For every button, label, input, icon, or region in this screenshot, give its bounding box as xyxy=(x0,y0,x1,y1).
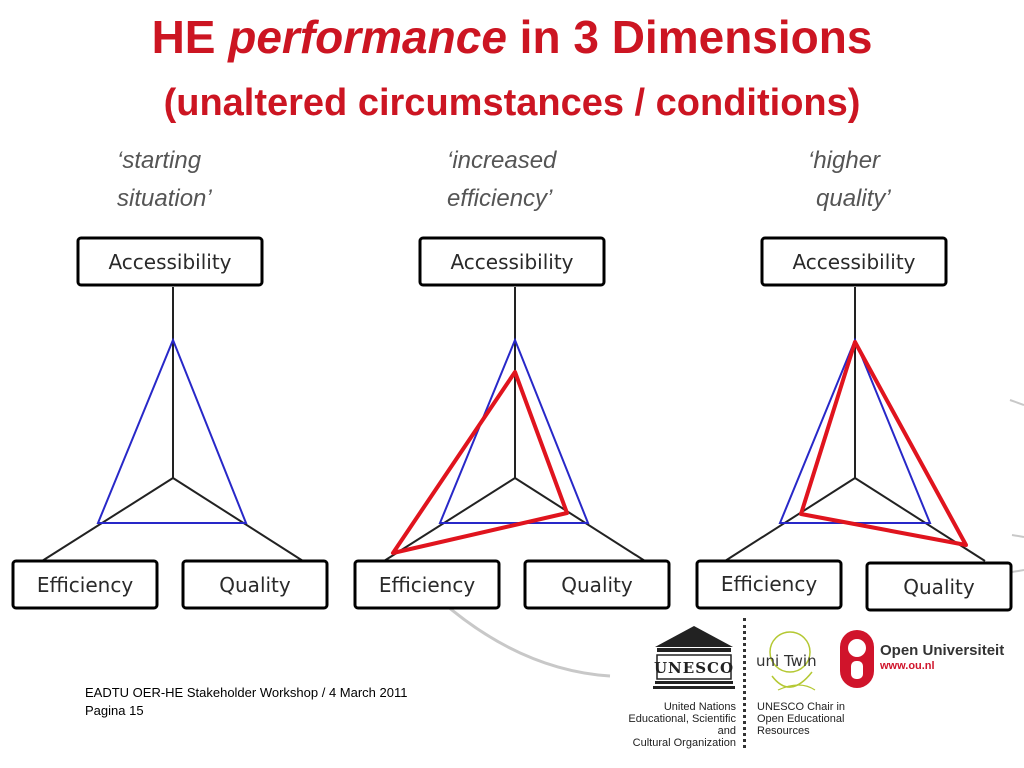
axes xyxy=(41,287,304,562)
unesco-caption-line: Cultural Organization xyxy=(632,737,736,749)
node-quality-label: Quality xyxy=(219,573,291,597)
node-efficiency-label: Efficiency xyxy=(37,573,134,597)
axes xyxy=(383,287,646,562)
changed-triangle xyxy=(391,370,569,555)
open-universiteit-url[interactable]: www.ou.nl xyxy=(880,660,935,672)
node-accessibility xyxy=(76,236,264,287)
title-emphasis: performance xyxy=(228,11,507,63)
unitwin-caption: UNESCO Chair in Open Educational Resourc… xyxy=(757,701,845,737)
caption-higher-quality: ‘higher quality’ xyxy=(808,142,891,218)
unesco-caption-line: United Nations xyxy=(663,701,736,713)
unesco-logo-icon: UNESCO xyxy=(653,626,735,689)
node-quality xyxy=(865,561,1013,612)
unesco-caption: United Nations Educational, Scientific a… xyxy=(612,701,736,749)
node-quality-label: Quality xyxy=(903,575,975,599)
unesco-mark: UNESCO xyxy=(654,659,734,677)
caption-line: situation’ xyxy=(117,185,212,212)
node-efficiency-label: Efficiency xyxy=(721,572,818,596)
decorative-arc xyxy=(439,598,611,678)
footer-event: EADTU OER-HE Stakeholder Workshop / 4 Ma… xyxy=(85,685,408,700)
node-accessibility-label: Accessibility xyxy=(450,250,573,274)
node-accessibility xyxy=(418,236,606,287)
caption-increased-efficiency: ‘increased efficiency’ xyxy=(447,142,556,218)
node-quality-label: Quality xyxy=(561,573,633,597)
baseline-triangle xyxy=(438,337,590,524)
node-accessibility xyxy=(760,236,948,287)
node-efficiency xyxy=(695,559,843,610)
unitwin-mark: uni Twin xyxy=(756,652,817,670)
unesco-caption-line: Educational, Scientific and xyxy=(628,713,736,737)
node-accessibility-label: Accessibility xyxy=(108,250,231,274)
node-quality xyxy=(523,559,671,610)
caption-line: ‘higher xyxy=(808,147,881,174)
unitwin-logo-icon: uni Twin xyxy=(756,631,817,691)
node-quality xyxy=(181,559,329,610)
caption-line: quality’ xyxy=(816,185,891,212)
caption-line: ‘starting xyxy=(117,147,202,174)
caption-line: efficiency’ xyxy=(447,185,553,212)
title-part-1: HE xyxy=(151,11,229,63)
node-efficiency xyxy=(11,559,159,610)
unitwin-caption-line: Open Educational xyxy=(757,713,845,725)
diagram-starting-situation: Accessibility Efficiency Quality xyxy=(11,236,329,610)
node-efficiency-label: Efficiency xyxy=(379,573,476,597)
caption-starting-situation: ‘starting situation’ xyxy=(117,142,212,218)
page-title: HE performance in 3 Dimensions xyxy=(0,10,1024,64)
logo-separator xyxy=(743,618,746,748)
axes xyxy=(724,287,986,562)
unitwin-caption-line: UNESCO Chair in xyxy=(757,701,846,713)
page-subtitle: (unaltered circumstances / conditions) xyxy=(163,82,861,124)
footer-page-number: Pagina 15 xyxy=(85,703,144,718)
node-accessibility-label: Accessibility xyxy=(792,250,915,274)
title-part-3: in 3 Dimensions xyxy=(506,11,873,63)
diagram-increased-efficiency: Accessibility Efficiency Quality xyxy=(353,236,671,610)
baseline-triangle xyxy=(96,337,248,524)
diagram-higher-quality: Accessibility Efficiency Quality xyxy=(695,236,1013,612)
node-efficiency xyxy=(353,559,501,610)
changed-triangle xyxy=(799,340,968,547)
decorative-arc xyxy=(1011,534,1024,538)
unitwin-caption-line: Resources xyxy=(757,725,810,737)
open-universiteit-logo-icon xyxy=(840,630,874,688)
caption-line: ‘increased xyxy=(447,147,557,174)
open-universiteit-name: Open Universiteit xyxy=(880,642,1005,659)
decorative-arc xyxy=(1011,569,1024,573)
decorative-arc xyxy=(1009,399,1024,406)
